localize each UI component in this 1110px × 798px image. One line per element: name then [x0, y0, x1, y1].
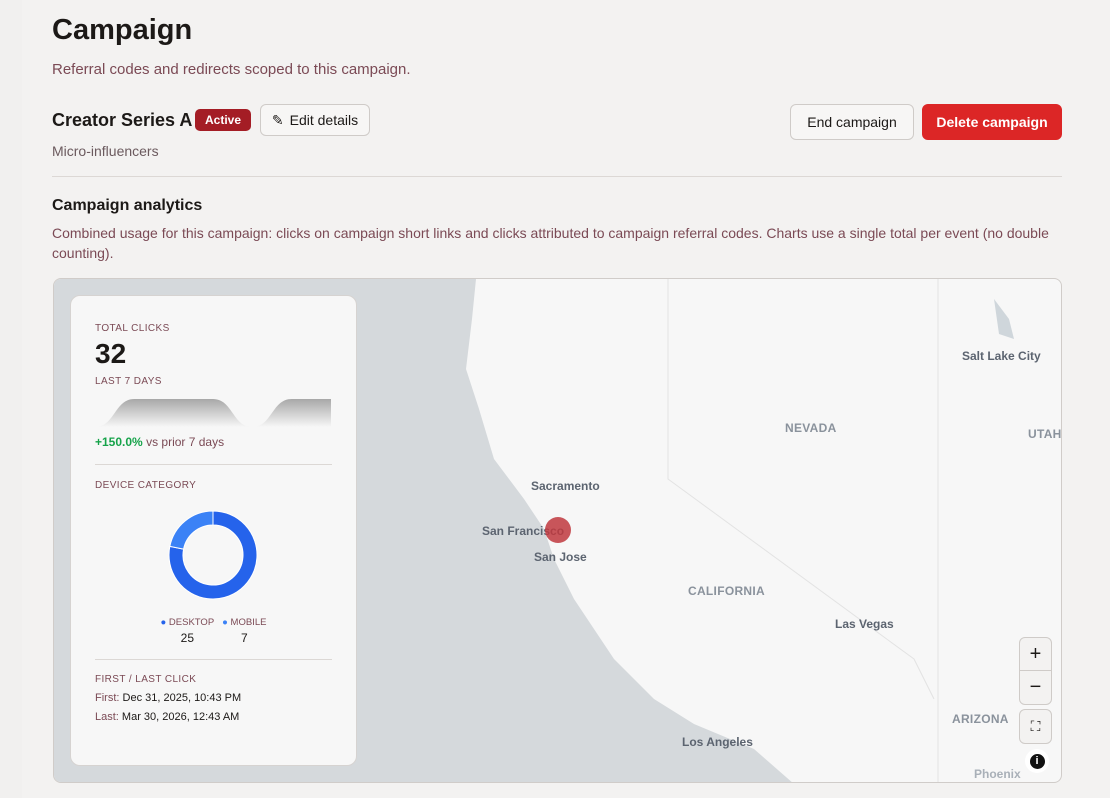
- fullscreen-icon: ⛶: [1030, 718, 1041, 734]
- device-donut: [168, 510, 258, 600]
- stats-card: TOTAL CLICKS 32 LAST 7 DAYS +150.0% vs p…: [70, 295, 357, 766]
- status-badge: Active: [195, 109, 252, 131]
- click-map[interactable]: NEVADA UTAH CALIFORNIA ARIZONA Salt Lake…: [53, 278, 1062, 783]
- first-last-label: FIRST / LAST CLICK: [95, 674, 197, 685]
- analytics-description: Combined usage for this campaign: clicks…: [52, 225, 1049, 261]
- info-icon: i: [1029, 753, 1045, 769]
- fullscreen-button[interactable]: ⛶: [1019, 709, 1052, 744]
- end-campaign-button[interactable]: End campaign: [790, 104, 914, 140]
- zoom-out-button[interactable]: −: [1029, 676, 1042, 698]
- last-7-days-label: LAST 7 DAYS: [95, 376, 162, 387]
- donut-slice-desktop: [168, 510, 258, 600]
- change-percent: +150.0%: [95, 435, 143, 449]
- state-label: UTAH: [1028, 427, 1062, 441]
- sparkline-area: [95, 399, 331, 427]
- sparkline: [95, 399, 331, 427]
- donut-slice-mobile: [169, 510, 214, 550]
- analytics-title: Campaign analytics: [52, 197, 203, 214]
- page-subtitle: Referral codes and redirects scoped to t…: [52, 61, 411, 78]
- page-title: Campaign: [52, 14, 193, 46]
- city-label: Las Vegas: [835, 617, 894, 631]
- total-clicks-label: TOTAL CLICKS: [95, 323, 170, 334]
- legend-desktop: ● DESKTOP 25: [160, 617, 215, 645]
- first-click: Dec 31, 2025, 10:43 PM: [122, 692, 242, 704]
- divider: [52, 176, 1062, 177]
- city-label: San Francisco: [482, 524, 565, 538]
- campaign-name: Creator Series A: [52, 110, 193, 130]
- delete-campaign-button[interactable]: Delete campaign: [922, 104, 1062, 140]
- state-label: NEVADA: [785, 421, 837, 435]
- city-label: Phoenix: [974, 767, 1021, 781]
- total-clicks-value: 32: [95, 338, 127, 369]
- state-label: CALIFORNIA: [688, 584, 765, 598]
- legend-mobile: ● MOBILE 7: [222, 617, 267, 645]
- edit-details-button[interactable]: ✎ Edit details: [260, 104, 370, 136]
- attribution-button[interactable]: i: [1025, 749, 1049, 773]
- pencil-icon: ✎: [271, 111, 284, 128]
- city-label: San Jose: [534, 550, 587, 564]
- city-label: Sacramento: [531, 479, 600, 493]
- zoom-in-button[interactable]: +: [1020, 638, 1051, 671]
- state-label: ARIZONA: [952, 712, 1009, 726]
- change-suffix: vs prior 7 days: [146, 435, 225, 449]
- click-marker[interactable]: [545, 517, 571, 543]
- campaign-segment: Micro-influencers: [52, 143, 159, 159]
- device-category-label: DEVICE CATEGORY: [95, 480, 197, 491]
- city-label: Los Angeles: [682, 735, 753, 749]
- last-click: Mar 30, 2026, 12:43 AM: [121, 711, 240, 723]
- zoom-controls: + −: [1019, 637, 1052, 705]
- city-label: Salt Lake City: [962, 349, 1041, 363]
